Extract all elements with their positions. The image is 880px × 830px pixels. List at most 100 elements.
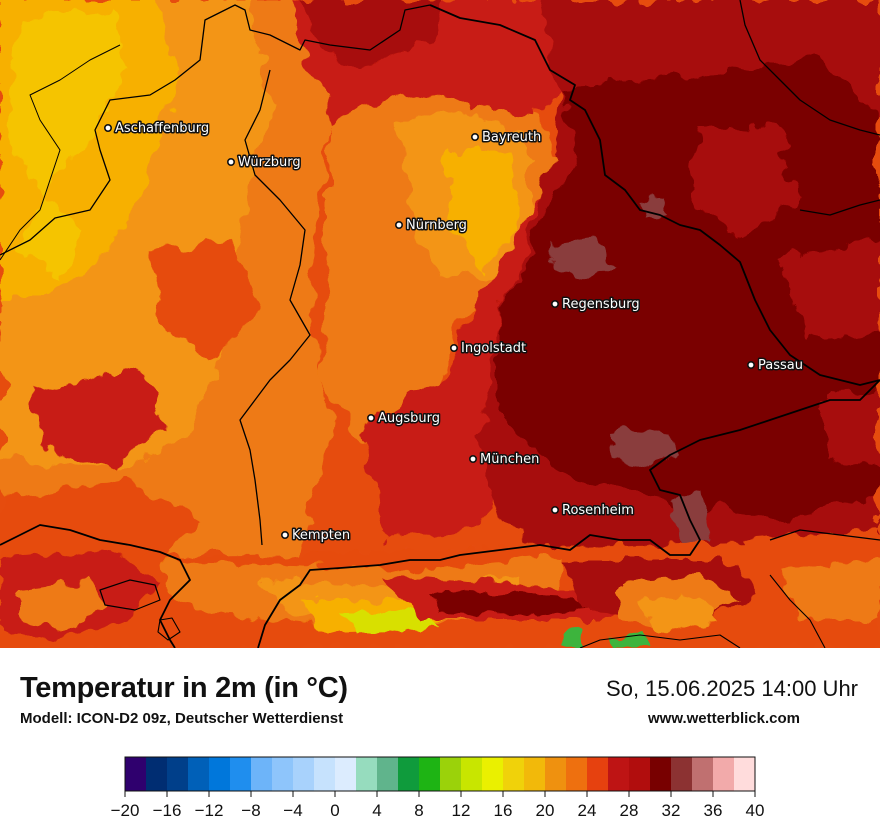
border-south-italy: [579, 634, 741, 648]
scale-cell: [419, 757, 441, 791]
city-wrzburg: Würzburg: [227, 154, 302, 172]
scale-tick-label: 12: [452, 801, 471, 820]
scale-cell: [566, 757, 588, 791]
city-label: Nürnberg: [406, 218, 467, 233]
city-label: Ingolstadt: [461, 341, 526, 356]
city-label: Rosenheim: [562, 503, 634, 518]
city-regensburg: Regensburg: [550, 296, 641, 314]
city-label: Würzburg: [238, 155, 301, 170]
scale-cell: [461, 757, 483, 791]
scale-cell: [482, 757, 504, 791]
city-marker: [550, 299, 559, 308]
city-marker: [470, 133, 479, 142]
city-label: Aschaffenburg: [115, 121, 209, 136]
city-label: Kempten: [292, 528, 350, 543]
border-southeast: [769, 529, 880, 541]
scale-cell: [209, 757, 231, 791]
scale-tick-label: 32: [662, 801, 681, 820]
city-marker: [104, 124, 113, 133]
scale-cell: [293, 757, 315, 791]
scale-cell: [587, 757, 609, 791]
city-marker: [366, 413, 375, 422]
scale-cell: [377, 757, 399, 791]
scale-cell: [167, 757, 189, 791]
scale-cell: [272, 757, 294, 791]
scale-cell: [545, 757, 567, 791]
scale-cell: [503, 757, 525, 791]
scale-cell: [335, 757, 357, 791]
website-link[interactable]: www.wetterblick.com: [648, 710, 800, 727]
scale-cell: [314, 757, 336, 791]
scale-cell: [398, 757, 420, 791]
scale-cell: [356, 757, 378, 791]
city-bayreuth: Bayreuth: [470, 129, 543, 147]
city-label: Regensburg: [562, 297, 640, 312]
scale-cell: [125, 757, 147, 791]
scale-tick-label: 24: [578, 801, 597, 820]
temperature-map: Aschaffenburg Würzburg Bayreuth Nürnberg Reg…: [0, 0, 880, 648]
scale-cell: [650, 757, 672, 791]
state-border-southwest: [239, 69, 311, 546]
city-label: Bayreuth: [482, 130, 541, 145]
city-mnchen: München: [468, 451, 541, 469]
lake-small: [157, 617, 181, 641]
city-label: München: [480, 452, 539, 467]
scale-tick-label: −12: [195, 801, 224, 820]
scale-cell: [734, 757, 756, 791]
city-passau: Passau: [746, 357, 804, 375]
country-border-east: [429, 4, 880, 386]
city-markers: Aschaffenburg Würzburg Bayreuth Nürnberg Reg…: [104, 120, 804, 545]
city-ingolstadt: Ingolstadt: [449, 340, 528, 358]
city-aschaffenburg: Aschaffenburg: [104, 120, 211, 138]
city-marker: [449, 343, 458, 352]
scale-cell: [440, 757, 462, 791]
scale-tick-label: 0: [330, 801, 339, 820]
scale-cells: [125, 757, 756, 791]
scale-tick-label: 8: [414, 801, 423, 820]
scale-tick-label: −16: [153, 801, 182, 820]
scale-tick-label: 28: [620, 801, 639, 820]
valid-datetime: So, 15.06.2025 14:00 Uhr: [606, 676, 858, 701]
warm-gray-patches: [548, 198, 710, 560]
map-footer: Temperatur in 2m (in °C) Modell: ICON-D2…: [0, 648, 880, 830]
city-rosenheim: Rosenheim: [550, 502, 635, 520]
temperature-field: [0, 0, 880, 560]
scale-tick-label: 40: [746, 801, 765, 820]
city-label: Passau: [758, 358, 803, 373]
scale-cell: [629, 757, 651, 791]
model-source: Modell: ICON-D2 09z, Deutscher Wetterdie…: [20, 710, 344, 727]
scale-cell: [608, 757, 630, 791]
city-marker: [468, 454, 477, 463]
scale-tick-label: 36: [704, 801, 723, 820]
scale-tick-label: −20: [111, 801, 140, 820]
city-augsburg: Augsburg: [366, 410, 442, 428]
border-east-extra: [739, 0, 880, 136]
city-nrnberg: Nürnberg: [394, 217, 468, 235]
scale-cell: [713, 757, 735, 791]
map-title: Temperatur in 2m (in °C): [20, 672, 348, 704]
borders: [0, 0, 880, 648]
city-label: Augsburg: [378, 411, 440, 426]
border-east-extra-2: [799, 199, 880, 216]
lake-constance: [99, 579, 161, 611]
scale-cell: [251, 757, 273, 791]
scale-cell: [692, 757, 714, 791]
country-border-austria: [257, 379, 880, 648]
scale-cell: [230, 757, 252, 791]
scale-tick-label: −8: [241, 801, 260, 820]
city-kempten: Kempten: [280, 527, 352, 545]
scale-tick-label: 16: [494, 801, 513, 820]
scale-tick-label: 20: [536, 801, 555, 820]
scale-cell: [146, 757, 168, 791]
scale-tick-label: 4: [372, 801, 381, 820]
scale-cell: [671, 757, 693, 791]
temperature-color-scale: −20 −16 −12 −8 −4 0 4 8 12 16 20 24 28 32 36 40: [111, 756, 765, 820]
city-marker: [280, 530, 289, 539]
city-marker: [746, 360, 755, 369]
scale-outline: [124, 756, 756, 792]
scale-tick-label: −4: [283, 801, 302, 820]
scale-cell: [524, 757, 546, 791]
city-marker: [550, 505, 559, 514]
state-border-mid: [0, 44, 121, 261]
border-south-austria: [769, 574, 826, 648]
